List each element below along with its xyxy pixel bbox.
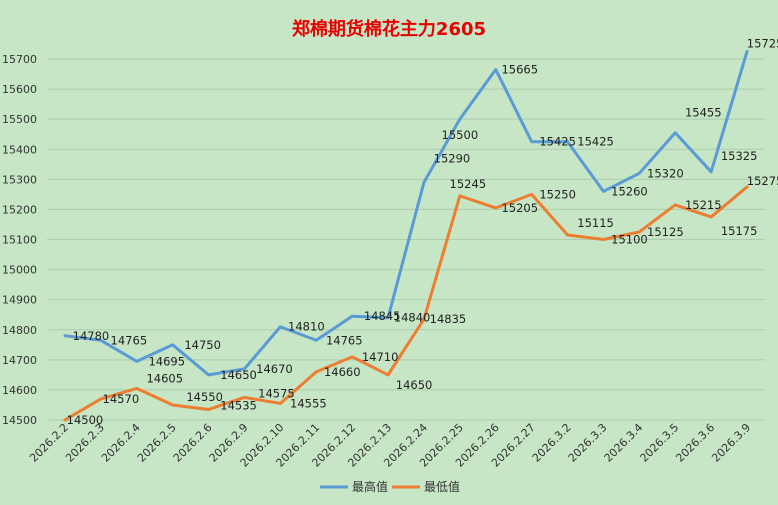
data-label-s1-17: 15215 [685, 198, 722, 212]
data-label-s0-7: 14765 [326, 333, 363, 347]
data-label-s0-10: 15290 [434, 151, 471, 165]
series-line-1 [63, 185, 749, 422]
y-tick-label-4: 14900 [2, 294, 37, 307]
y-tick-label-6: 15100 [2, 234, 37, 247]
legend-label-low: 最低值 [424, 479, 460, 494]
data-label-s0-0: 14780 [73, 329, 110, 343]
data-label-s0-2: 14695 [148, 354, 185, 368]
data-label-s1-1: 14570 [103, 392, 140, 406]
y-tick-label-9: 15400 [2, 143, 37, 156]
data-label-s0-3: 14750 [184, 338, 221, 352]
data-label-s0-6: 14810 [288, 320, 325, 334]
data-label-s0-12: 15665 [501, 63, 538, 77]
data-label-s1-8: 14710 [362, 350, 399, 364]
data-label-s1-18: 15175 [721, 224, 758, 238]
data-label-s1-5: 14575 [258, 386, 295, 400]
data-label-s1-6: 14555 [290, 396, 327, 410]
y-tick-label-11: 15600 [2, 83, 37, 96]
data-label-s0-13: 15425 [539, 135, 576, 149]
data-label-s0-14: 15425 [577, 135, 614, 149]
data-label-s0-19: 15725 [747, 36, 778, 50]
data-label-s0-18: 15325 [721, 149, 758, 163]
data-label-s0-1: 14765 [111, 333, 148, 347]
data-label-s0-15: 15260 [611, 184, 648, 198]
y-tick-label-12: 15700 [2, 53, 37, 66]
data-label-s1-19: 15275 [747, 174, 778, 188]
data-label-s1-13: 15250 [539, 187, 576, 201]
data-label-s0-11: 15500 [442, 128, 479, 142]
y-tick-label-5: 15000 [2, 264, 37, 277]
data-label-s1-10: 14835 [430, 312, 467, 326]
y-tick-label-2: 14700 [2, 354, 37, 367]
data-label-s0-5: 14670 [256, 362, 293, 376]
y-tick-label-7: 15200 [2, 203, 37, 216]
y-tick-label-10: 15500 [2, 113, 37, 126]
y-axis-tick-labels: 14500 14600 14700 14800 14900 15000 15100 15200… [2, 53, 37, 427]
data-label-s0-8: 14845 [364, 309, 401, 323]
data-label-s1-14: 15115 [577, 216, 614, 230]
data-label-s1-3: 14550 [186, 390, 223, 404]
data-label-s0-9: 14840 [394, 311, 431, 325]
data-label-s0-4: 14650 [220, 368, 257, 382]
chart-title: 郑棉期货棉花主力2605 [292, 18, 486, 40]
data-label-s1-11: 15245 [450, 177, 487, 191]
data-label-s1-15: 15100 [611, 233, 648, 247]
y-tick-label-1: 14600 [2, 384, 37, 397]
y-tick-label-0: 14500 [2, 414, 37, 427]
grid-lines [47, 58, 765, 421]
data-label-s1-2: 14605 [146, 371, 183, 385]
data-label-s0-17: 15455 [685, 106, 722, 120]
data-label-s1-7: 14660 [324, 365, 361, 379]
y-tick-label-3: 14800 [2, 324, 37, 337]
data-label-s1-16: 15125 [647, 225, 684, 239]
data-label-s1-12: 15205 [501, 201, 538, 215]
legend-item-low: 最低值 [392, 479, 460, 494]
series-lines [63, 49, 749, 422]
legend: 最高值 最低值 [320, 479, 460, 494]
data-label-s0-16: 15320 [647, 166, 684, 180]
legend-item-high: 最高值 [320, 479, 388, 494]
legend-label-high: 最高值 [352, 479, 388, 494]
data-label-s1-0: 14500 [67, 413, 104, 427]
series-line-0 [63, 49, 749, 377]
data-label-s1-4: 14535 [220, 398, 257, 412]
y-tick-label-8: 15300 [2, 173, 37, 186]
data-label-s1-9: 14650 [396, 378, 433, 392]
